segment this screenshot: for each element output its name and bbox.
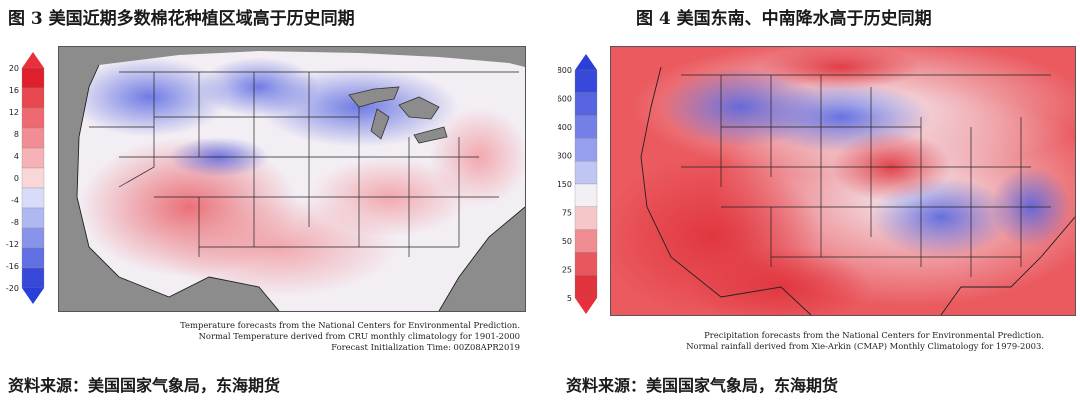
colorbar-tick-label: 300: [558, 152, 572, 161]
colorbar-swatch: [574, 229, 598, 253]
colorbar-top-arrow: [575, 54, 597, 70]
colorbar-swatch: [574, 161, 598, 185]
precipitation-map: [610, 46, 1076, 316]
colorbar-bottom-arrow: [22, 288, 44, 304]
figure3-source: 资料来源：美国国家气象局，东海期货: [8, 376, 281, 395]
temperature-panel: 20 16 12 8 4 0 -4 -8 -12 -16 -20: [6, 40, 530, 352]
colorbar-swatch: [574, 138, 598, 162]
figure4-title: 图 4 美国东南、中南降水高于历史同期: [636, 9, 932, 29]
caption-line: Temperature forecasts from the National …: [180, 320, 520, 330]
colorbar-swatch: [21, 227, 45, 249]
colorbar-tick-label: 600: [558, 95, 572, 104]
colorbar-tick-label: 16: [9, 86, 19, 95]
colorbar-swatch: [574, 183, 598, 207]
colorbar-tick-label: -4: [11, 196, 19, 205]
colorbar-swatch: [574, 275, 598, 299]
colorbar-tick-label: 8: [14, 130, 19, 139]
colorbar-tick-label: 0: [14, 174, 19, 183]
colorbar-swatch: [21, 167, 45, 189]
colorbar-swatch: [574, 69, 598, 93]
colorbar-tick-label: -12: [6, 240, 19, 249]
figure3-title: 图 3 美国近期多数棉花种植区域高于历史同期: [8, 9, 355, 29]
colorbar-swatch: [21, 247, 45, 269]
colorbar-swatch: [574, 252, 598, 276]
colorbar-swatch: [21, 67, 45, 89]
colorbar-swatch: [574, 115, 598, 139]
colorbar-swatch: [574, 92, 598, 116]
colorbar-tick-label: -20: [6, 284, 19, 293]
figure4-source: 资料来源：美国国家气象局，东海期货: [566, 376, 839, 395]
coastline: [640, 66, 1075, 315]
colorbar-swatch: [21, 107, 45, 129]
colorbar-tick-label: 12: [9, 108, 19, 117]
colorbar-swatch: [574, 206, 598, 230]
colorbar-tick-label: 400: [558, 123, 572, 132]
precipitation-colorbar: 800 600 400 300 150 75 50 25 5: [558, 54, 598, 314]
colorbar-bottom-arrow: [575, 298, 597, 314]
colorbar-tick-label: 5: [567, 294, 572, 303]
colorbar-tick-label: 75: [562, 209, 572, 218]
colorbar-swatch: [21, 267, 45, 289]
colorbar-tick-label: 50: [562, 237, 572, 246]
colorbar-swatch: [21, 87, 45, 109]
colorbar-tick-label: -16: [6, 262, 19, 271]
colorbar-swatch: [21, 187, 45, 209]
colorbar-tick-label: 150: [558, 180, 572, 189]
colorbar-swatch: [21, 207, 45, 229]
colorbar-tick-label: 4: [14, 152, 19, 161]
coastline: [76, 64, 525, 311]
colorbar-tick-label: 800: [558, 66, 572, 75]
caption-line: Forecast Initialization Time: 00Z08APR20…: [331, 342, 520, 352]
precipitation-panel: 800 600 400 300 150 75 50 25 5: [558, 40, 1078, 351]
caption-line: Precipitation forecasts from the Nationa…: [704, 330, 1044, 340]
colorbar-swatch: [21, 127, 45, 149]
state-borders: [681, 74, 1051, 277]
temperature-colorbar: 20 16 12 8 4 0 -4 -8 -12 -16 -20: [6, 52, 45, 304]
caption-line: Normal rainfall derived from Xie-Arkin (…: [686, 341, 1044, 351]
great-lakes: [348, 86, 448, 144]
temperature-map: [58, 46, 526, 312]
state-borders: [89, 71, 519, 257]
caption-line: Normal Temperature derived from CRU mont…: [198, 331, 520, 341]
colorbar-tick-label: 20: [9, 64, 19, 73]
colorbar-tick-label: -8: [11, 218, 19, 227]
colorbar-top-arrow: [22, 52, 44, 68]
colorbar-tick-label: 25: [562, 266, 572, 275]
colorbar-swatch: [21, 147, 45, 169]
